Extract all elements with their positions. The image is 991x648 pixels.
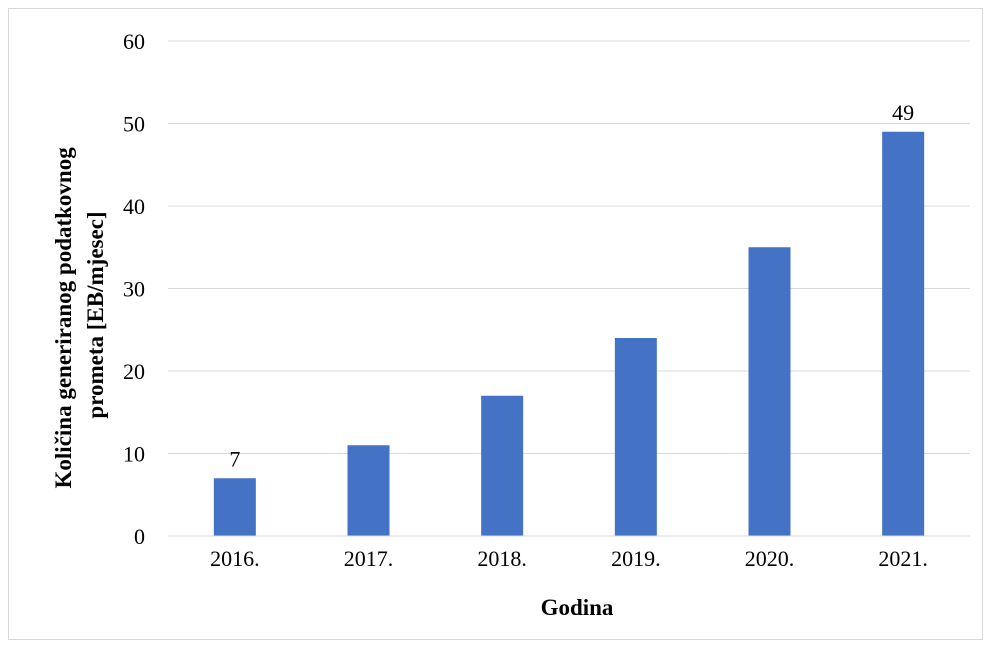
- bar: [614, 338, 657, 536]
- data-label: 49: [892, 100, 914, 125]
- bars: [213, 131, 925, 536]
- data-labels: 7 49: [229, 100, 914, 472]
- y-tick-label: 20: [123, 359, 145, 384]
- data-label: 7: [229, 446, 240, 471]
- bar: [213, 478, 256, 536]
- bar: [882, 131, 925, 536]
- y-tick-label: 30: [123, 277, 145, 302]
- x-tick-label: 2018.: [477, 546, 527, 571]
- x-tick-label: 2021.: [878, 546, 928, 571]
- y-tick-label: 0: [134, 524, 145, 549]
- y-tick-label: 60: [123, 29, 145, 54]
- bar: [347, 445, 390, 536]
- y-axis-title-line-1: Količina generiranog podatkovnog: [51, 147, 76, 489]
- bar: [481, 395, 524, 536]
- bar: [748, 247, 791, 536]
- x-axis-ticks: 2016. 2017. 2018. 2019. 2020. 2021.: [210, 546, 928, 571]
- y-tick-label: 40: [123, 194, 145, 219]
- x-tick-label: 2017.: [344, 546, 394, 571]
- y-axis-ticks: 0 10 20 30 40 50 60: [123, 29, 145, 549]
- gridlines: [168, 40, 970, 454]
- x-tick-label: 2019.: [611, 546, 661, 571]
- y-axis-title-line-2: prometa [EB/mjesec]: [83, 211, 108, 418]
- y-tick-label: 50: [123, 112, 145, 137]
- x-tick-label: 2020.: [745, 546, 795, 571]
- x-axis-title: Godina: [541, 595, 614, 620]
- y-tick-label: 10: [123, 442, 145, 467]
- x-tick-label: 2016.: [210, 546, 260, 571]
- y-axis-title: Količina generiranog podatkovnog prometa…: [51, 142, 108, 489]
